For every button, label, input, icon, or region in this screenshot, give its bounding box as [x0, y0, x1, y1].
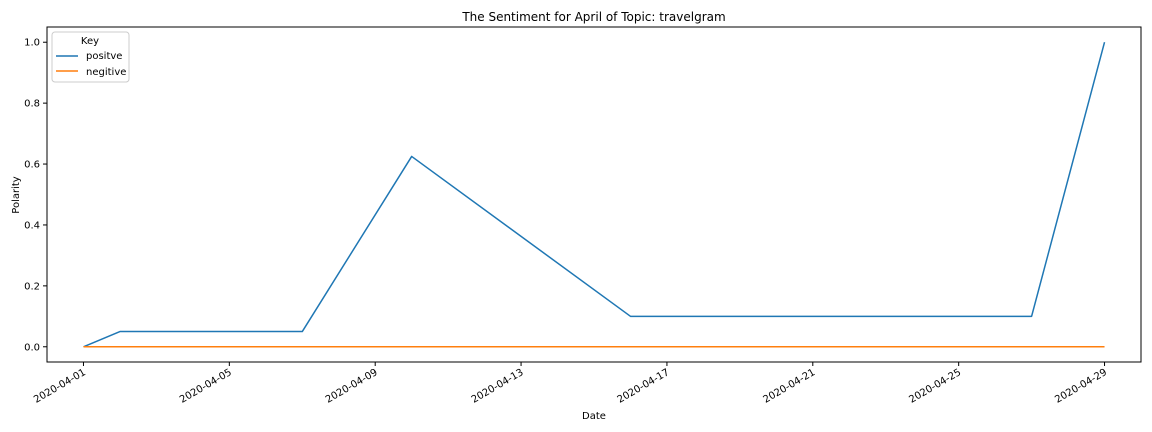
- x-tick-label: 2020-04-29: [1053, 367, 1109, 406]
- y-tick-label: 0.4: [24, 220, 40, 231]
- legend: Key positve negitive: [51, 31, 130, 83]
- y-axis: 0.0 0.2 0.4 0.6 0.8 1.0: [24, 38, 47, 353]
- y-tick-label: 0.6: [24, 160, 40, 171]
- x-axis: 2020-04-01 2020-04-05 2020-04-09 2020-04-13…: [32, 362, 1109, 406]
- plot-area: [46, 26, 1142, 363]
- y-axis-label: Polarity: [11, 176, 22, 214]
- legend-box: [51, 31, 130, 83]
- series-layer: [83, 42, 1106, 348]
- x-tick-label: 2020-04-09: [324, 367, 380, 406]
- x-axis-label: Date: [582, 411, 606, 422]
- y-tick-label: 0.2: [24, 281, 40, 292]
- y-tick-label: 0.8: [24, 99, 40, 110]
- x-tick-label: 2020-04-17: [616, 367, 672, 406]
- y-tick-label: 0.0: [24, 342, 40, 353]
- y-tick-label: 1.0: [24, 38, 40, 49]
- chart-title: The Sentiment for April of Topic: travel…: [461, 10, 725, 24]
- legend-label-positve: positve: [86, 51, 122, 62]
- x-tick-label: 2020-04-25: [907, 367, 963, 406]
- x-tick-label: 2020-04-01: [32, 367, 88, 406]
- legend-label-negitive: negitive: [86, 67, 126, 78]
- x-tick-label: 2020-04-13: [470, 367, 526, 406]
- x-tick-label: 2020-04-21: [761, 367, 817, 406]
- x-tick-label: 2020-04-05: [178, 367, 234, 406]
- legend-title: Key: [81, 36, 99, 47]
